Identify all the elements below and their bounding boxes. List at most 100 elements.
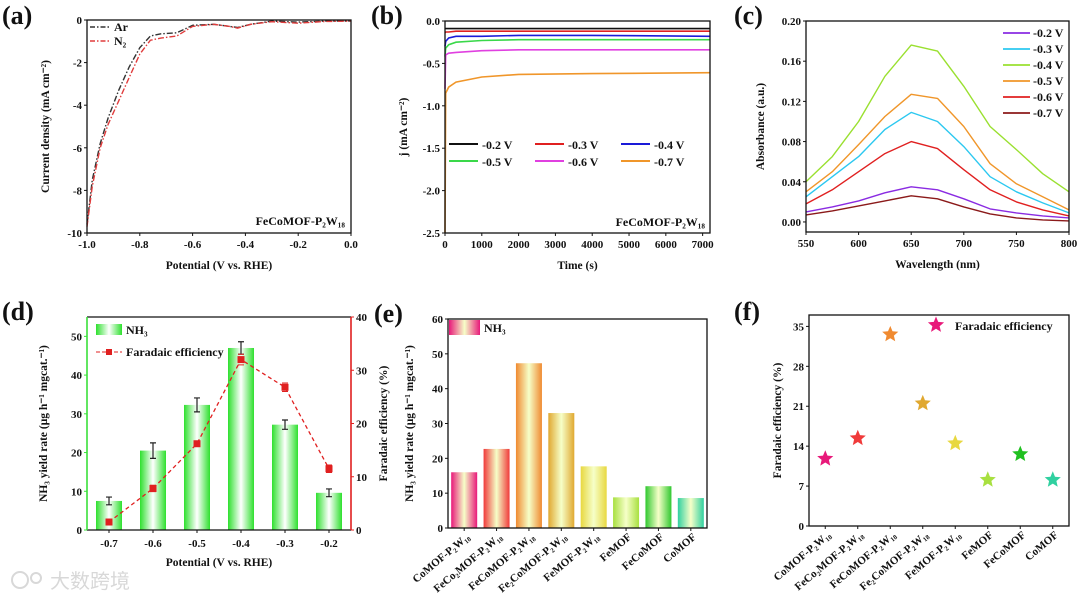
y-tick-label: 21 — [793, 401, 804, 413]
y-tick-label: 0 — [77, 15, 83, 27]
y-tick-label: 40 — [432, 384, 444, 396]
x-tick-label: -0.8 — [131, 239, 149, 251]
y-tick-label: -0.5 — [423, 58, 441, 70]
panel-label-c: (c) — [734, 1, 763, 30]
x-tick-label: 550 — [798, 238, 815, 250]
y-tick-label: -1.5 — [423, 143, 441, 155]
y-tick-label: 0.20 — [782, 16, 802, 28]
x-tick-label: -1.0 — [78, 239, 96, 251]
chart-e-yield-compare: 0102030405060CoMOF-P₂W₁₈FeCo₂MOF-P₂W₁₈Fe… — [404, 314, 708, 595]
x-axis-title: Potential (V vs. RHE) — [166, 260, 273, 272]
y-tick-label: 50 — [71, 331, 83, 343]
x-tick-label: 0.0 — [344, 239, 358, 251]
star-marker — [947, 434, 964, 451]
series-line — [805, 195, 1070, 222]
y-tick-label: 0.00 — [782, 217, 802, 229]
bar — [677, 498, 704, 528]
y-axis-title: j (mA cm⁻²) — [398, 97, 410, 157]
legend-label: Faradaic efficiency — [955, 319, 1053, 333]
bar — [228, 347, 254, 530]
legend-label: Faradaic efficiency — [126, 345, 224, 359]
legend-label: -0.5 V — [482, 155, 513, 169]
x-tick-label: -0.6 — [144, 538, 162, 550]
star-marker — [882, 325, 899, 342]
legend-label: N₂ — [114, 34, 127, 48]
legend-label: -0.6 V — [568, 155, 599, 169]
x-tick-label: -0.6 — [184, 239, 202, 251]
panel-label-e: (e) — [374, 299, 403, 328]
annotation-sample-name: FeCoMOF-P₂W₁₈ — [616, 215, 706, 229]
legend-label: -0.3 V — [568, 138, 599, 152]
legend-label: NH₃ — [126, 323, 148, 337]
y-tick-label: 50 — [432, 349, 444, 361]
x-tick-label: FeMOF-P₂W₁₈ — [541, 531, 602, 585]
x-tick-label: 600 — [850, 238, 867, 250]
star-marker — [817, 450, 834, 466]
y-tick-label: 0 — [799, 521, 805, 533]
y-tick-label: 20 — [71, 448, 83, 460]
legend-label: -0.7 V — [1033, 106, 1064, 120]
panel-label-a: (a) — [2, 1, 32, 30]
bar — [272, 424, 298, 530]
series-line-n — [86, 20, 352, 227]
y-tick-label: 0.0 — [426, 16, 440, 28]
y-axis-title: NH₃ yield rate (μg h⁻¹ mgcat.⁻¹) — [38, 345, 50, 502]
series-line — [805, 186, 1070, 219]
fe-line — [108, 358, 330, 523]
chart-b-current-time: -0.2 V -0.3 V -0.4 V -0.5 V -0.6 V -0.7 V -2.5… — [398, 16, 714, 272]
plot-frame — [86, 19, 352, 234]
series-line — [444, 71, 711, 234]
y-tick-label: 20 — [356, 419, 368, 431]
y-tick-label: -10 — [67, 228, 82, 240]
x-tick-label: CoMOF — [661, 531, 699, 566]
legend-swatch-marker — [106, 349, 112, 355]
x-tick-label: -0.4 — [232, 538, 250, 550]
bar — [548, 413, 575, 528]
y-axis-title: Current density (mA cm⁻²) — [40, 60, 52, 193]
x-tick-label: -0.7 — [100, 538, 118, 550]
x-tick-label: FeMOF-P₂W₁₈ — [903, 529, 964, 583]
bar — [316, 492, 342, 530]
legend-label: -0.3 V — [1033, 42, 1064, 56]
y-tick-label: 30 — [356, 365, 368, 377]
y-tick-label: 10 — [432, 488, 444, 500]
star-marker — [979, 471, 996, 487]
x-tick-label: CoMOF — [1023, 529, 1061, 564]
bar — [483, 448, 510, 528]
legend-label: -0.5 V — [1033, 74, 1064, 88]
star-marker — [914, 394, 931, 411]
x-tick-label: 750 — [1008, 238, 1025, 250]
chart-d-yield-fe: 0 10 20 30 40 50 0 10 20 30 40 -0.7 -0.6 -0.5 -0.4 -0.3… — [38, 312, 390, 569]
fe-marker — [325, 465, 333, 473]
legend-swatch — [449, 320, 480, 335]
series-line — [805, 93, 1070, 211]
bar — [613, 497, 640, 528]
y-tick-label: 0.04 — [782, 177, 802, 189]
fe-marker — [237, 356, 245, 364]
series-line — [444, 38, 710, 57]
fe-marker — [149, 484, 157, 492]
y-tick-label: 0.16 — [782, 56, 802, 68]
x-tick-label: -0.4 — [237, 239, 255, 251]
legend-swatch-bar — [96, 324, 122, 335]
bar — [580, 466, 607, 528]
y-axis-title: Faradaic efficiency (%) — [772, 363, 784, 479]
fe-marker — [105, 518, 113, 526]
plot-frame — [808, 314, 1070, 527]
y-tick-label: 40 — [356, 312, 368, 324]
y-tick-label: -2 — [73, 58, 83, 70]
y-tick-label: -8 — [73, 185, 83, 197]
legend-label: -0.6 V — [1033, 90, 1064, 104]
bar — [515, 363, 542, 528]
panel-label-d: (d) — [2, 297, 34, 326]
x-tick-label: 800 — [1061, 238, 1078, 250]
bar — [645, 486, 672, 528]
error-bar — [150, 442, 156, 459]
x-tick-label: -0.3 — [276, 538, 294, 550]
legend-label: -0.2 V — [482, 138, 513, 152]
chart-c-absorbance: -0.2 V -0.3 V -0.4 V -0.5 V -0.6 V -0.7 V 0.00… — [755, 16, 1078, 271]
x-tick-label: 2000 — [508, 239, 531, 251]
y-tick-label: 30 — [71, 409, 83, 421]
fe-error-bar — [326, 464, 332, 473]
